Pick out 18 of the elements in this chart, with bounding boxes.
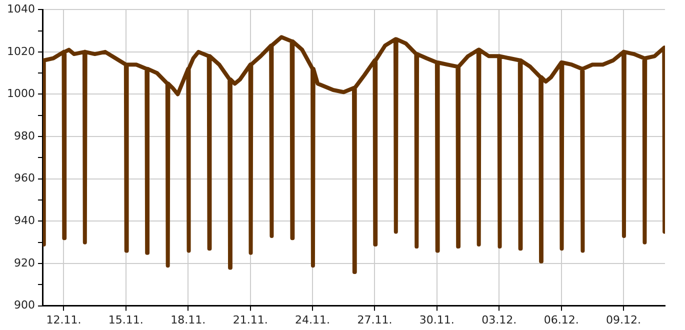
x-tick-label: 30.11. [419,313,454,326]
y-tick-label: 960 [14,172,35,185]
x-tick-label: 03.12. [482,313,517,326]
x-tick-label: 09.12. [606,313,642,326]
x-tick-label: 06.12. [544,313,579,326]
x-tick-label: 15.11. [108,313,144,326]
y-tick-label: 900 [14,298,35,312]
y-tick-label: 1040 [6,2,35,16]
x-tick-label: 18.11. [170,313,206,326]
y-tick-label: 1000 [6,87,35,100]
x-tick-label: 24.11. [295,313,330,326]
y-tick-label: 1020 [6,44,35,58]
x-tick-label: 12.11. [46,313,82,326]
x-tick-label: 27.11. [357,313,392,326]
y-tick-label: 980 [14,129,35,142]
y-tick-label: 940 [14,214,35,228]
y-tick-label: 920 [14,256,35,270]
x-tick-label: 21.11. [232,313,268,326]
